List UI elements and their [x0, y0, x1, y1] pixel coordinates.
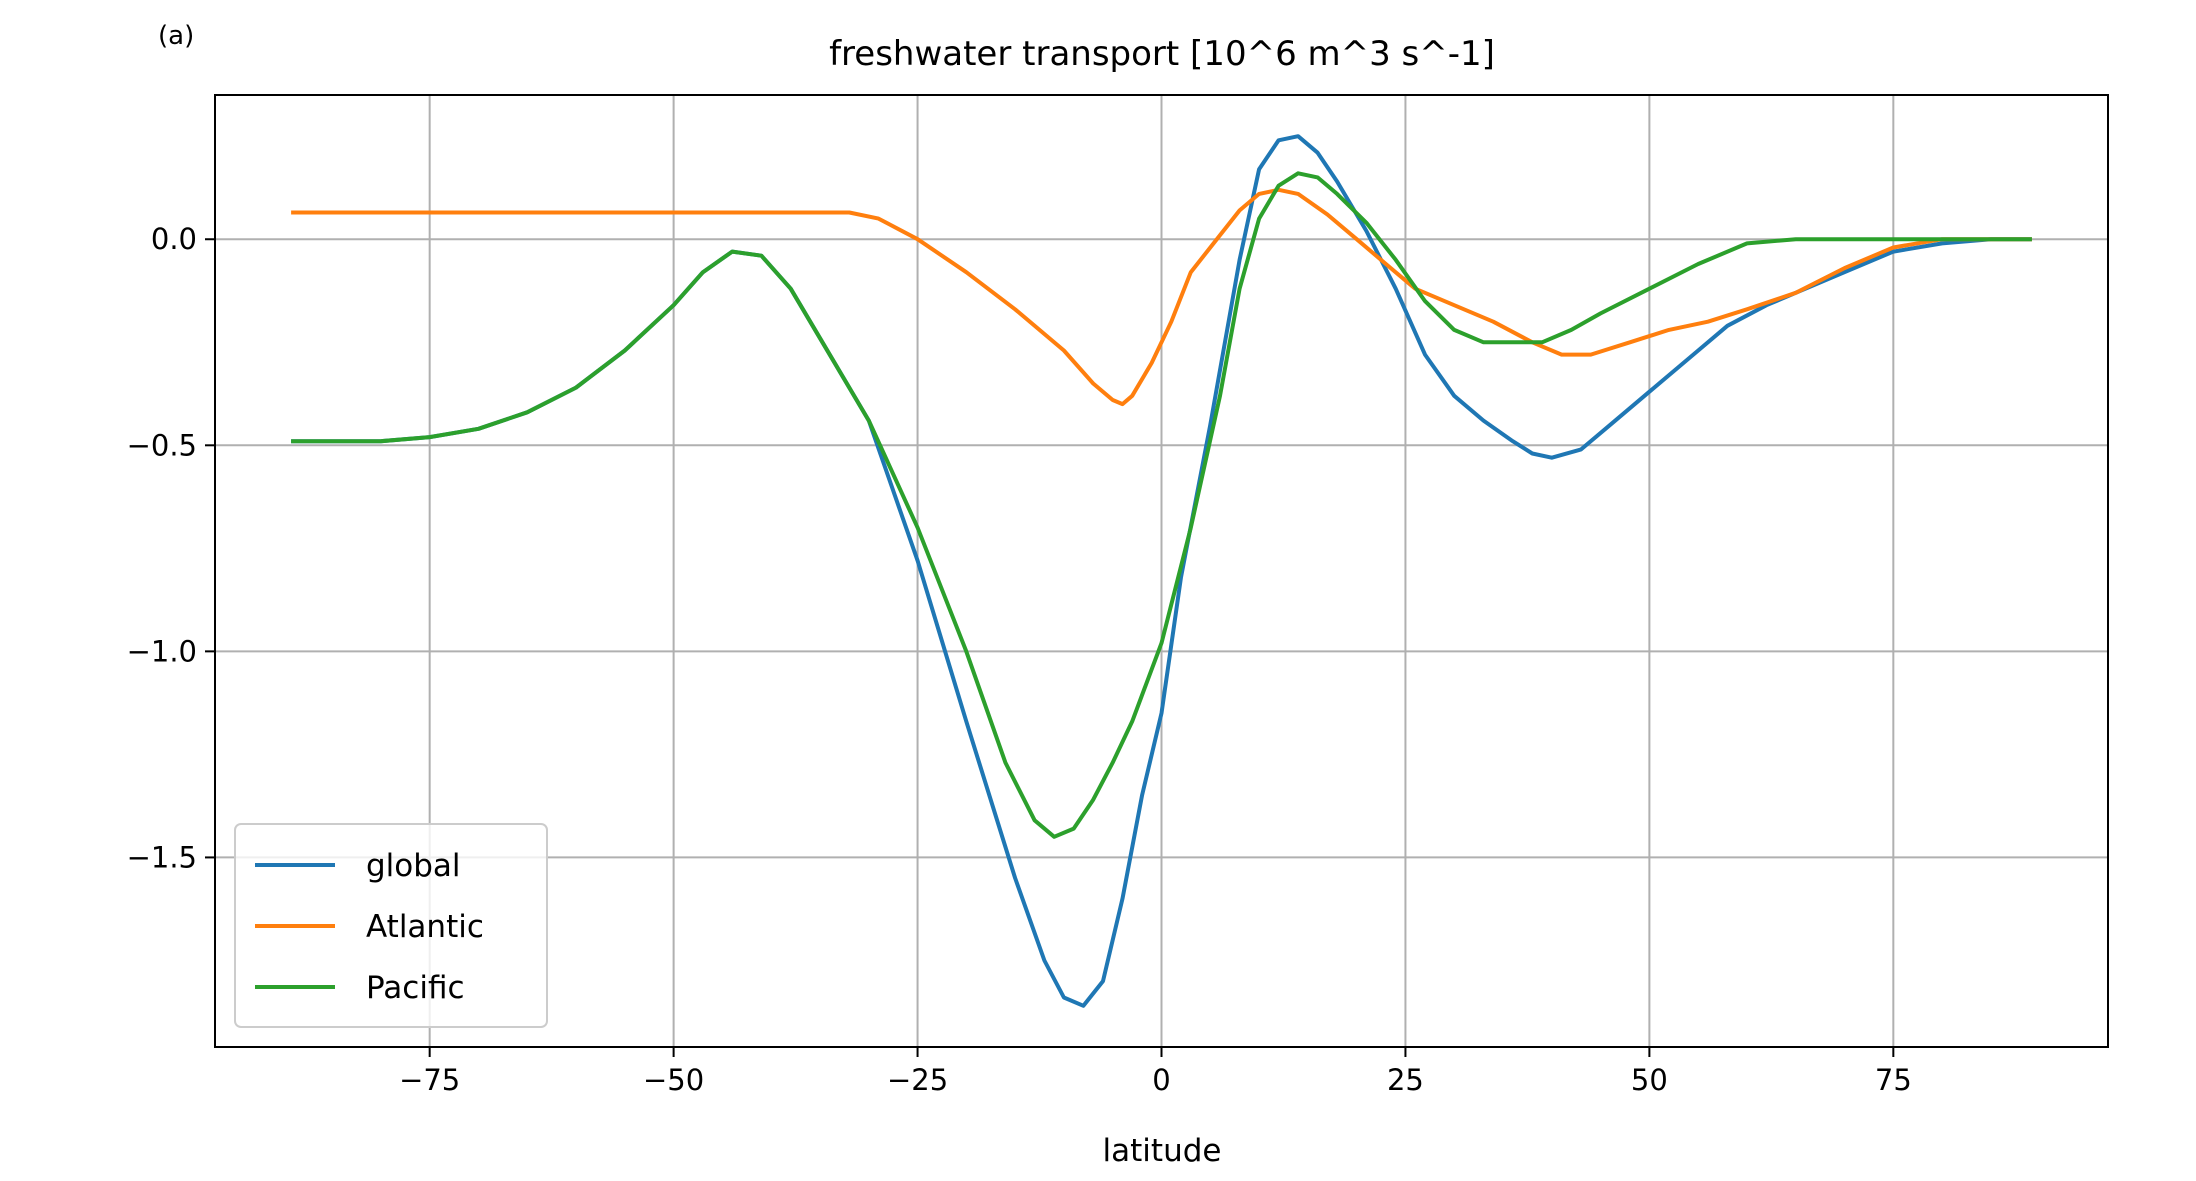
x-tick-label: 25 — [1387, 1063, 1424, 1097]
legend-box — [234, 823, 548, 1028]
legend-label-global: global — [366, 848, 461, 884]
y-tick-label: 0.0 — [151, 222, 197, 256]
x-tick-label: −75 — [399, 1063, 460, 1097]
x-tick-label: −50 — [643, 1063, 704, 1097]
chart-title: freshwater transport [10^6 m^3 s^-1] — [829, 34, 1495, 74]
x-tick-label: 75 — [1875, 1063, 1912, 1097]
legend-label-atlantic: Atlantic — [366, 909, 484, 945]
series-line-pacific — [291, 171, 2032, 839]
series-line-atlantic — [291, 187, 2032, 407]
y-tick-label: −1.0 — [127, 634, 197, 668]
x-tick-label: 0 — [1152, 1063, 1170, 1097]
y-axis: 0.0 −0.5 −1.0 −1.5 — [127, 222, 215, 874]
legend-label-pacific: Pacific — [366, 970, 465, 1006]
panel-label: (a) — [158, 21, 194, 51]
x-axis: −75 −50 −25 0 25 50 75 — [399, 1047, 1912, 1097]
x-tick-label: −25 — [887, 1063, 948, 1097]
y-tick-label: −1.5 — [127, 840, 197, 874]
y-tick-label: −0.5 — [127, 428, 197, 462]
x-tick-label: 50 — [1631, 1063, 1668, 1097]
legend: global Atlantic Pacific — [234, 823, 548, 1028]
x-axis-label: latitude — [1103, 1133, 1222, 1169]
series-lines — [291, 134, 2032, 1008]
